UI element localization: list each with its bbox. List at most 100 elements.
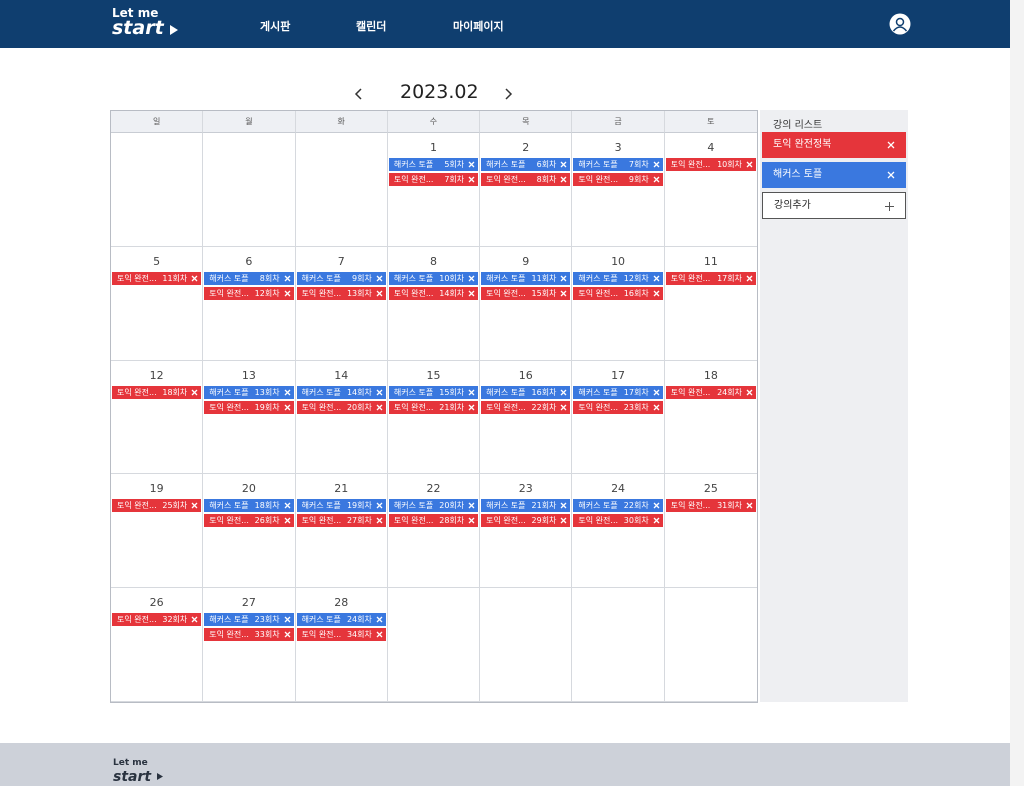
- event-chip[interactable]: 토익 완전... 34회차: [296, 628, 386, 642]
- event-chip[interactable]: 토익 완전... 26회차: [204, 514, 294, 528]
- day-cell[interactable]: 24 해커스 토플 22회차 토익 완전... 30회차: [572, 474, 665, 589]
- next-month[interactable]: [503, 87, 513, 101]
- close-icon[interactable]: [653, 389, 660, 396]
- event-chip[interactable]: 해커스 토플 13회차: [204, 385, 294, 399]
- close-icon[interactable]: [376, 275, 383, 282]
- day-cell[interactable]: 21 해커스 토플 19회차 토익 완전... 27회차: [295, 474, 388, 589]
- event-chip[interactable]: 토익 완전... 23회차: [573, 400, 663, 414]
- close-icon[interactable]: [468, 517, 475, 524]
- event-chip[interactable]: 토익 완전... 19회차: [204, 400, 294, 414]
- event-chip[interactable]: 토익 완전... 14회차: [388, 286, 479, 300]
- event-chip[interactable]: 해커스 토플 20회차: [388, 499, 479, 513]
- day-cell[interactable]: 22 해커스 토플 20회차 토익 완전... 28회차: [387, 474, 481, 589]
- event-chip[interactable]: 토익 완전... 20회차: [296, 400, 386, 414]
- close-icon[interactable]: [284, 389, 291, 396]
- event-chip[interactable]: 토익 완전... 31회차: [665, 499, 756, 513]
- day-cell[interactable]: 13 해커스 토플 13회차 토익 완전... 19회차: [203, 360, 296, 475]
- close-icon[interactable]: [191, 389, 198, 396]
- close-icon[interactable]: [560, 517, 567, 524]
- prev-month[interactable]: [354, 87, 364, 101]
- event-chip[interactable]: 해커스 토플 10회차: [388, 271, 479, 285]
- event-chip[interactable]: 토익 완전... 16회차: [573, 286, 663, 300]
- close-icon[interactable]: [746, 502, 753, 509]
- close-icon[interactable]: [653, 290, 660, 297]
- close-icon[interactable]: [468, 389, 475, 396]
- close-icon[interactable]: [376, 517, 383, 524]
- event-chip[interactable]: 해커스 토플 21회차: [481, 499, 571, 513]
- day-cell[interactable]: 26 토익 완전... 32회차: [111, 588, 204, 702]
- close-icon[interactable]: [468, 161, 475, 168]
- event-chip[interactable]: 토익 완전... 10회차: [665, 158, 756, 171]
- logo[interactable]: Let me start: [112, 7, 179, 38]
- day-cell[interactable]: 15 해커스 토플 15회차 토익 완전... 21회차: [387, 360, 481, 475]
- event-chip[interactable]: 토익 완전... 29회차: [481, 514, 571, 528]
- close-icon[interactable]: [746, 275, 753, 282]
- close-icon[interactable]: [284, 275, 291, 282]
- event-chip[interactable]: 해커스 토플 16회차: [481, 385, 571, 399]
- day-cell[interactable]: 25 토익 완전... 31회차: [664, 474, 757, 589]
- close-icon[interactable]: [468, 404, 475, 411]
- event-chip[interactable]: 토익 완전... 30회차: [573, 514, 663, 528]
- day-cell[interactable]: 2 해커스 토플 6회차 토익 완전... 8회차: [480, 133, 573, 247]
- close-icon[interactable]: [560, 502, 567, 509]
- day-cell[interactable]: 28 해커스 토플 24회차 토익 완전... 34회차: [295, 588, 388, 702]
- close-icon[interactable]: [560, 404, 567, 411]
- close-icon[interactable]: [468, 176, 475, 183]
- event-chip[interactable]: 토익 완전... 32회차: [112, 613, 202, 627]
- close-icon[interactable]: [653, 502, 660, 509]
- day-cell[interactable]: 20 해커스 토플 18회차 토익 완전... 26회차: [203, 474, 296, 589]
- event-chip[interactable]: 해커스 토플 23회차: [204, 613, 294, 627]
- avatar[interactable]: [889, 13, 911, 35]
- day-cell[interactable]: 4 토익 완전... 10회차: [664, 133, 757, 247]
- event-chip[interactable]: 해커스 토플 17회차: [573, 385, 663, 399]
- close-icon[interactable]: [468, 290, 475, 297]
- day-cell[interactable]: 6 해커스 토플 8회차 토익 완전... 12회차: [203, 246, 296, 361]
- event-chip[interactable]: 토익 완전... 25회차: [112, 499, 202, 513]
- close-icon[interactable]: [284, 404, 291, 411]
- close-icon[interactable]: [653, 161, 660, 168]
- menu-item[interactable]: 게시판: [260, 20, 291, 33]
- event-chip[interactable]: 토익 완전... 11회차: [112, 271, 202, 285]
- close-icon[interactable]: [887, 171, 895, 179]
- close-icon[interactable]: [746, 161, 753, 168]
- course-item[interactable]: 토익 완전정복: [762, 132, 906, 158]
- day-cell[interactable]: 3 해커스 토플 7회차 토익 완전... 9회차: [572, 133, 665, 247]
- event-chip[interactable]: 해커스 토플 7회차: [573, 158, 663, 171]
- event-chip[interactable]: 토익 완전... 18회차: [112, 385, 202, 399]
- close-icon[interactable]: [284, 502, 291, 509]
- close-icon[interactable]: [284, 290, 291, 297]
- close-icon[interactable]: [887, 141, 895, 149]
- close-icon[interactable]: [560, 176, 567, 183]
- close-icon[interactable]: [191, 275, 198, 282]
- event-chip[interactable]: 토익 완전... 9회차: [573, 173, 663, 186]
- add-course[interactable]: 강의추가: [762, 192, 906, 219]
- day-cell[interactable]: 7 해커스 토플 9회차 토익 완전... 13회차: [295, 246, 388, 361]
- day-cell[interactable]: 19 토익 완전... 25회차: [111, 474, 204, 589]
- close-icon[interactable]: [746, 389, 753, 396]
- event-chip[interactable]: 토익 완전... 33회차: [204, 628, 294, 642]
- day-cell[interactable]: 11 토익 완전... 17회차: [664, 247, 757, 361]
- close-icon[interactable]: [191, 502, 198, 509]
- day-cell[interactable]: 5 토익 완전... 11회차: [111, 246, 204, 361]
- event-chip[interactable]: 토익 완전... 15회차: [481, 286, 571, 300]
- event-chip[interactable]: 해커스 토플 22회차: [573, 499, 663, 513]
- close-icon[interactable]: [376, 631, 383, 638]
- day-cell[interactable]: 14 해커스 토플 14회차 토익 완전... 20회차: [295, 360, 388, 475]
- event-chip[interactable]: 해커스 토플 6회차: [481, 158, 571, 171]
- close-icon[interactable]: [284, 616, 291, 623]
- close-icon[interactable]: [560, 275, 567, 282]
- event-chip[interactable]: 토익 완전... 13회차: [296, 286, 386, 300]
- close-icon[interactable]: [560, 290, 567, 297]
- day-cell[interactable]: 18 토익 완전... 24회차: [664, 361, 757, 475]
- event-chip[interactable]: 토익 완전... 28회차: [388, 514, 479, 528]
- event-chip[interactable]: 토익 완전... 12회차: [204, 286, 294, 300]
- event-chip[interactable]: 해커스 토플 5회차: [388, 158, 479, 171]
- close-icon[interactable]: [653, 176, 660, 183]
- day-cell[interactable]: 12 토익 완전... 18회차: [111, 360, 204, 475]
- event-chip[interactable]: 해커스 토플 14회차: [296, 385, 386, 399]
- event-chip[interactable]: 토익 완전... 22회차: [481, 400, 571, 414]
- day-cell[interactable]: 27 해커스 토플 23회차 토익 완전... 33회차: [203, 588, 296, 702]
- close-icon[interactable]: [376, 389, 383, 396]
- day-cell[interactable]: 8 해커스 토플 10회차 토익 완전... 14회차: [387, 246, 481, 361]
- day-cell[interactable]: 9 해커스 토플 11회차 토익 완전... 15회차: [480, 246, 573, 361]
